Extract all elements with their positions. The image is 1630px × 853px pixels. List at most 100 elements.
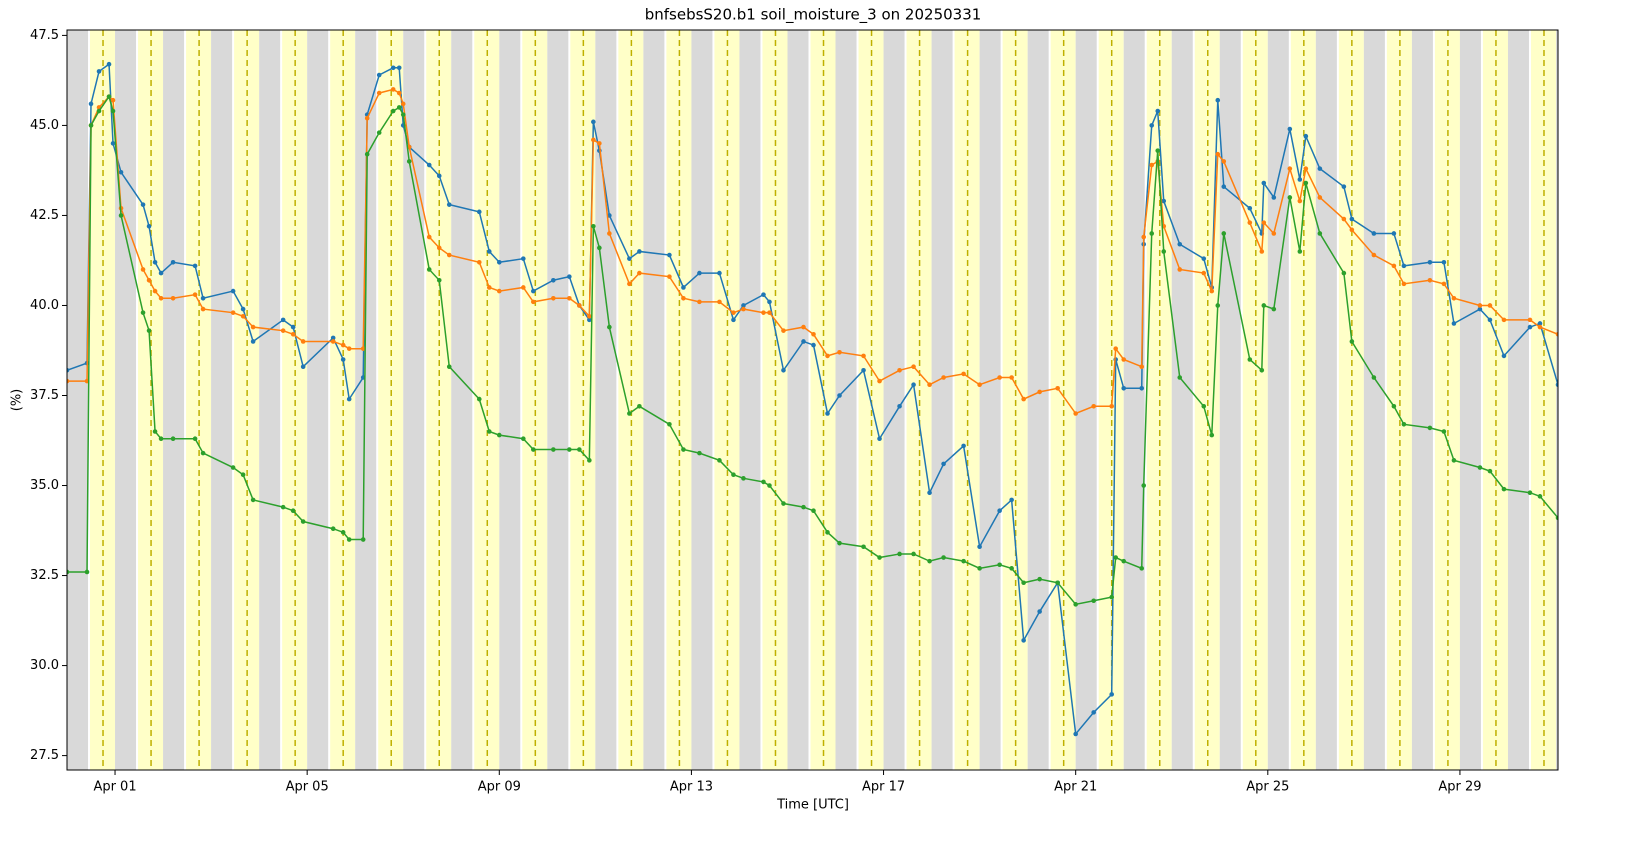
data-point [761, 479, 766, 485]
data-point [1261, 303, 1267, 308]
night-band [163, 30, 185, 770]
data-point [1149, 162, 1155, 168]
data-point [731, 310, 736, 315]
night-band [115, 30, 137, 770]
data-point [84, 569, 90, 575]
data-point [1501, 317, 1507, 323]
data-point [390, 108, 396, 114]
data-point [1021, 396, 1026, 402]
data-point [961, 558, 966, 564]
data-point [1215, 151, 1221, 157]
data-point [1537, 324, 1543, 330]
data-point [1427, 425, 1433, 431]
data-point [436, 277, 442, 283]
data-point [1037, 609, 1042, 614]
data-point [897, 367, 902, 373]
data-point [1139, 385, 1145, 391]
data-point [1487, 303, 1493, 308]
data-point [496, 259, 502, 265]
data-point [396, 90, 402, 96]
data-point [1009, 566, 1014, 571]
data-point [1055, 580, 1060, 586]
night-band [1363, 30, 1385, 770]
night-band [979, 30, 1001, 770]
data-point [1303, 180, 1309, 186]
data-point [96, 69, 102, 74]
x-tick-label: Apr 29 [1438, 780, 1481, 795]
data-point [941, 375, 946, 380]
data-point [300, 519, 306, 524]
data-point [1037, 576, 1042, 582]
data-point [1501, 486, 1507, 492]
data-point [110, 108, 116, 114]
day-band [1579, 30, 1604, 770]
data-point [1451, 321, 1457, 326]
data-point [741, 306, 746, 312]
data-point [406, 159, 412, 164]
data-point [1073, 602, 1078, 607]
night-band [1411, 30, 1433, 770]
data-point [280, 504, 286, 510]
night-band [355, 30, 377, 770]
data-point [1349, 216, 1355, 222]
data-point [531, 299, 536, 305]
y-tick-label: 37.5 [30, 388, 59, 403]
data-point [1371, 375, 1377, 380]
data-point [426, 234, 432, 240]
data-point [1441, 429, 1447, 434]
data-point [170, 259, 176, 265]
data-point [591, 223, 596, 229]
data-point [340, 342, 346, 348]
data-point [717, 458, 722, 463]
data-point [961, 443, 966, 449]
data-point [1091, 710, 1096, 715]
data-point [88, 101, 94, 107]
data-point [1271, 195, 1277, 200]
data-point [1073, 731, 1078, 737]
data-point [1221, 184, 1227, 189]
data-point [1401, 422, 1407, 427]
data-point [697, 299, 702, 305]
data-point [567, 447, 572, 452]
data-point [1349, 227, 1355, 233]
data-point [346, 396, 352, 402]
data-point [1155, 108, 1161, 114]
night-band [307, 30, 329, 770]
data-point [1141, 483, 1147, 488]
data-point [396, 105, 402, 110]
data-point [106, 94, 112, 99]
data-point [911, 364, 916, 369]
data-point [1149, 123, 1155, 128]
data-point [1113, 346, 1119, 351]
data-point [961, 371, 966, 377]
y-tick-label: 32.5 [30, 568, 59, 583]
data-point [1201, 270, 1207, 276]
data-point [1317, 166, 1323, 171]
data-point [1155, 148, 1161, 153]
data-point [927, 490, 932, 496]
data-point [911, 551, 916, 557]
data-point [280, 328, 286, 333]
data-point [697, 270, 702, 276]
data-point [877, 436, 882, 442]
data-point [146, 328, 152, 333]
data-point [1259, 249, 1265, 254]
data-point [1427, 277, 1433, 283]
night-band [499, 30, 521, 770]
data-point [152, 429, 158, 434]
data-point [1341, 216, 1347, 222]
data-point [551, 277, 556, 283]
x-tick-label: Apr 09 [478, 780, 521, 795]
data-point [801, 339, 806, 344]
y-axis-label: (%) [10, 389, 25, 412]
data-point [1487, 468, 1493, 474]
data-point [170, 295, 176, 301]
data-point [1527, 324, 1533, 330]
data-point [376, 72, 382, 78]
data-point [1317, 231, 1323, 236]
data-point [446, 252, 452, 258]
night-band [1123, 30, 1145, 770]
data-point [146, 277, 152, 283]
data-point [1371, 231, 1377, 236]
data-point [997, 375, 1002, 380]
